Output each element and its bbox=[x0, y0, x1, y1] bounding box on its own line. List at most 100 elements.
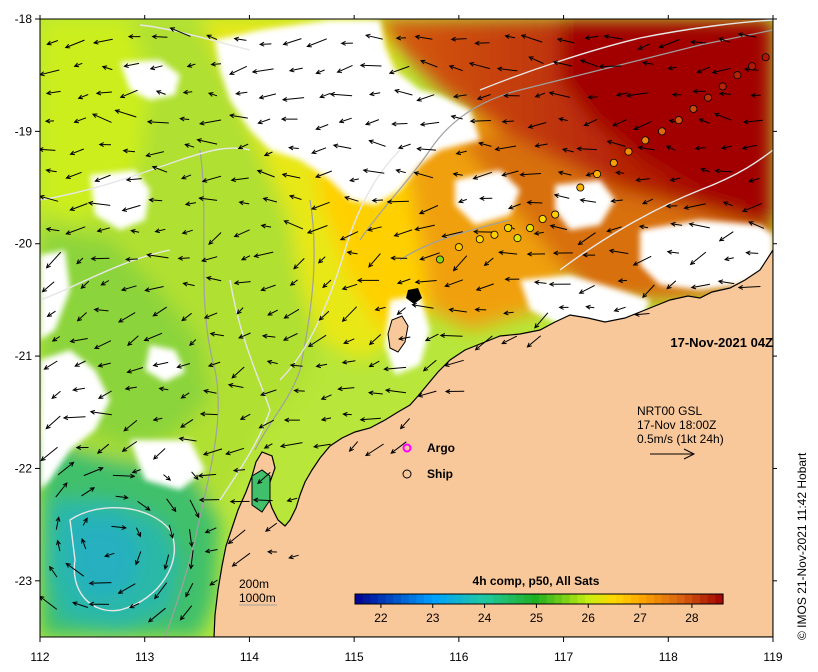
colorbar-swatch bbox=[562, 594, 571, 604]
current-vector bbox=[414, 279, 437, 285]
colorbar-swatch bbox=[500, 594, 509, 604]
current-vector bbox=[198, 196, 218, 202]
current-vector bbox=[152, 448, 166, 460]
current-vector bbox=[263, 443, 273, 449]
current-vector bbox=[450, 114, 463, 120]
lon-tick-label: 119 bbox=[763, 650, 782, 664]
current-vector bbox=[146, 252, 169, 259]
image-timestamp: 17-Nov-2021 04Z bbox=[670, 335, 773, 350]
current-vector bbox=[338, 117, 352, 124]
colorbar-swatch bbox=[462, 594, 471, 604]
colorbar-swatch bbox=[424, 594, 433, 604]
lat-tick-label: -21 bbox=[15, 349, 33, 363]
current-vector bbox=[479, 195, 493, 201]
current-vector bbox=[127, 34, 141, 40]
current-vector bbox=[313, 443, 331, 449]
current-vector bbox=[97, 362, 111, 368]
current-vector bbox=[123, 62, 140, 68]
current-vector bbox=[93, 340, 112, 349]
current-vector bbox=[667, 65, 677, 71]
current-vector bbox=[638, 224, 649, 230]
current-vector bbox=[240, 255, 251, 261]
current-vector bbox=[41, 281, 55, 293]
current-vector bbox=[260, 284, 276, 292]
current-vector bbox=[198, 119, 222, 126]
current-vector bbox=[95, 90, 112, 96]
current-vector bbox=[714, 168, 733, 174]
current-vector bbox=[88, 580, 112, 586]
plot-frame bbox=[39, 18, 774, 638]
current-vector bbox=[637, 43, 651, 50]
current-vector bbox=[534, 312, 549, 329]
colorbar-swatch bbox=[677, 594, 686, 604]
current-vector bbox=[689, 251, 707, 266]
current-vector bbox=[260, 389, 277, 397]
sst-colorbar: 4h comp, p50, All Sats 22 23 24 25 26 27 28 bbox=[354, 574, 724, 625]
current-vector bbox=[89, 409, 112, 416]
current-vector bbox=[483, 257, 494, 267]
current-vector bbox=[230, 177, 249, 183]
current-vector bbox=[209, 579, 218, 586]
current-vector bbox=[181, 312, 192, 322]
current-vector bbox=[311, 147, 327, 155]
current-vector bbox=[633, 120, 652, 130]
current-vector bbox=[344, 196, 359, 202]
current-vector bbox=[45, 415, 61, 430]
current-vector bbox=[666, 249, 680, 255]
current-vector bbox=[73, 62, 83, 68]
current-vector bbox=[610, 198, 623, 204]
current-vector bbox=[208, 232, 222, 245]
current-vector bbox=[416, 94, 435, 102]
current-vector bbox=[92, 38, 113, 45]
colorbar-swatch bbox=[362, 594, 371, 604]
current-vector bbox=[112, 473, 136, 479]
current-vector bbox=[185, 582, 194, 598]
current-vector bbox=[606, 139, 626, 147]
current-vector bbox=[205, 276, 222, 282]
current-vector bbox=[737, 32, 757, 38]
current-vector bbox=[280, 116, 298, 122]
current-vector bbox=[125, 177, 142, 183]
current-vector bbox=[399, 418, 410, 430]
current-vector bbox=[394, 88, 413, 96]
current-vector bbox=[233, 229, 250, 238]
ship-observation bbox=[504, 223, 513, 232]
colorbar-swatch bbox=[393, 594, 402, 604]
ship-marker-icon bbox=[402, 469, 412, 479]
current-vector bbox=[258, 41, 272, 47]
current-vector bbox=[670, 221, 683, 227]
longitude-axis: 112 113 114 115 116 117 118 119 bbox=[30, 15, 783, 664]
current-vector bbox=[146, 119, 169, 125]
current-product-label: NRT00 GSL bbox=[637, 404, 702, 418]
current-vector bbox=[123, 420, 138, 432]
ship-observation bbox=[689, 104, 698, 113]
current-vector bbox=[258, 93, 277, 100]
current-vector bbox=[288, 194, 302, 200]
current-vector bbox=[579, 59, 599, 68]
current-vector bbox=[322, 279, 332, 289]
current-vector bbox=[186, 63, 196, 68]
current-vector bbox=[658, 39, 680, 49]
current-vector bbox=[169, 27, 191, 37]
current-vector bbox=[503, 310, 514, 316]
current-vector bbox=[520, 34, 543, 43]
current-vector bbox=[202, 389, 217, 394]
current-vector bbox=[548, 91, 571, 98]
current-vector bbox=[229, 499, 250, 505]
current-vector bbox=[577, 232, 596, 246]
current-vector bbox=[45, 168, 57, 174]
current-vector bbox=[306, 225, 328, 234]
colorbar-swatch bbox=[416, 594, 425, 604]
current-vector bbox=[441, 231, 463, 238]
current-vector bbox=[96, 443, 110, 454]
colorbar-swatch bbox=[385, 594, 394, 604]
current-vector bbox=[72, 387, 85, 392]
current-vector bbox=[232, 467, 246, 473]
current-vector bbox=[612, 119, 628, 127]
current-vector bbox=[91, 113, 112, 123]
isobath-1000m-label: 1000m bbox=[239, 591, 276, 605]
current-vector bbox=[209, 331, 224, 337]
current-vector bbox=[314, 170, 332, 178]
current-vector bbox=[45, 227, 60, 232]
current-scale-arrowhead bbox=[683, 448, 696, 460]
